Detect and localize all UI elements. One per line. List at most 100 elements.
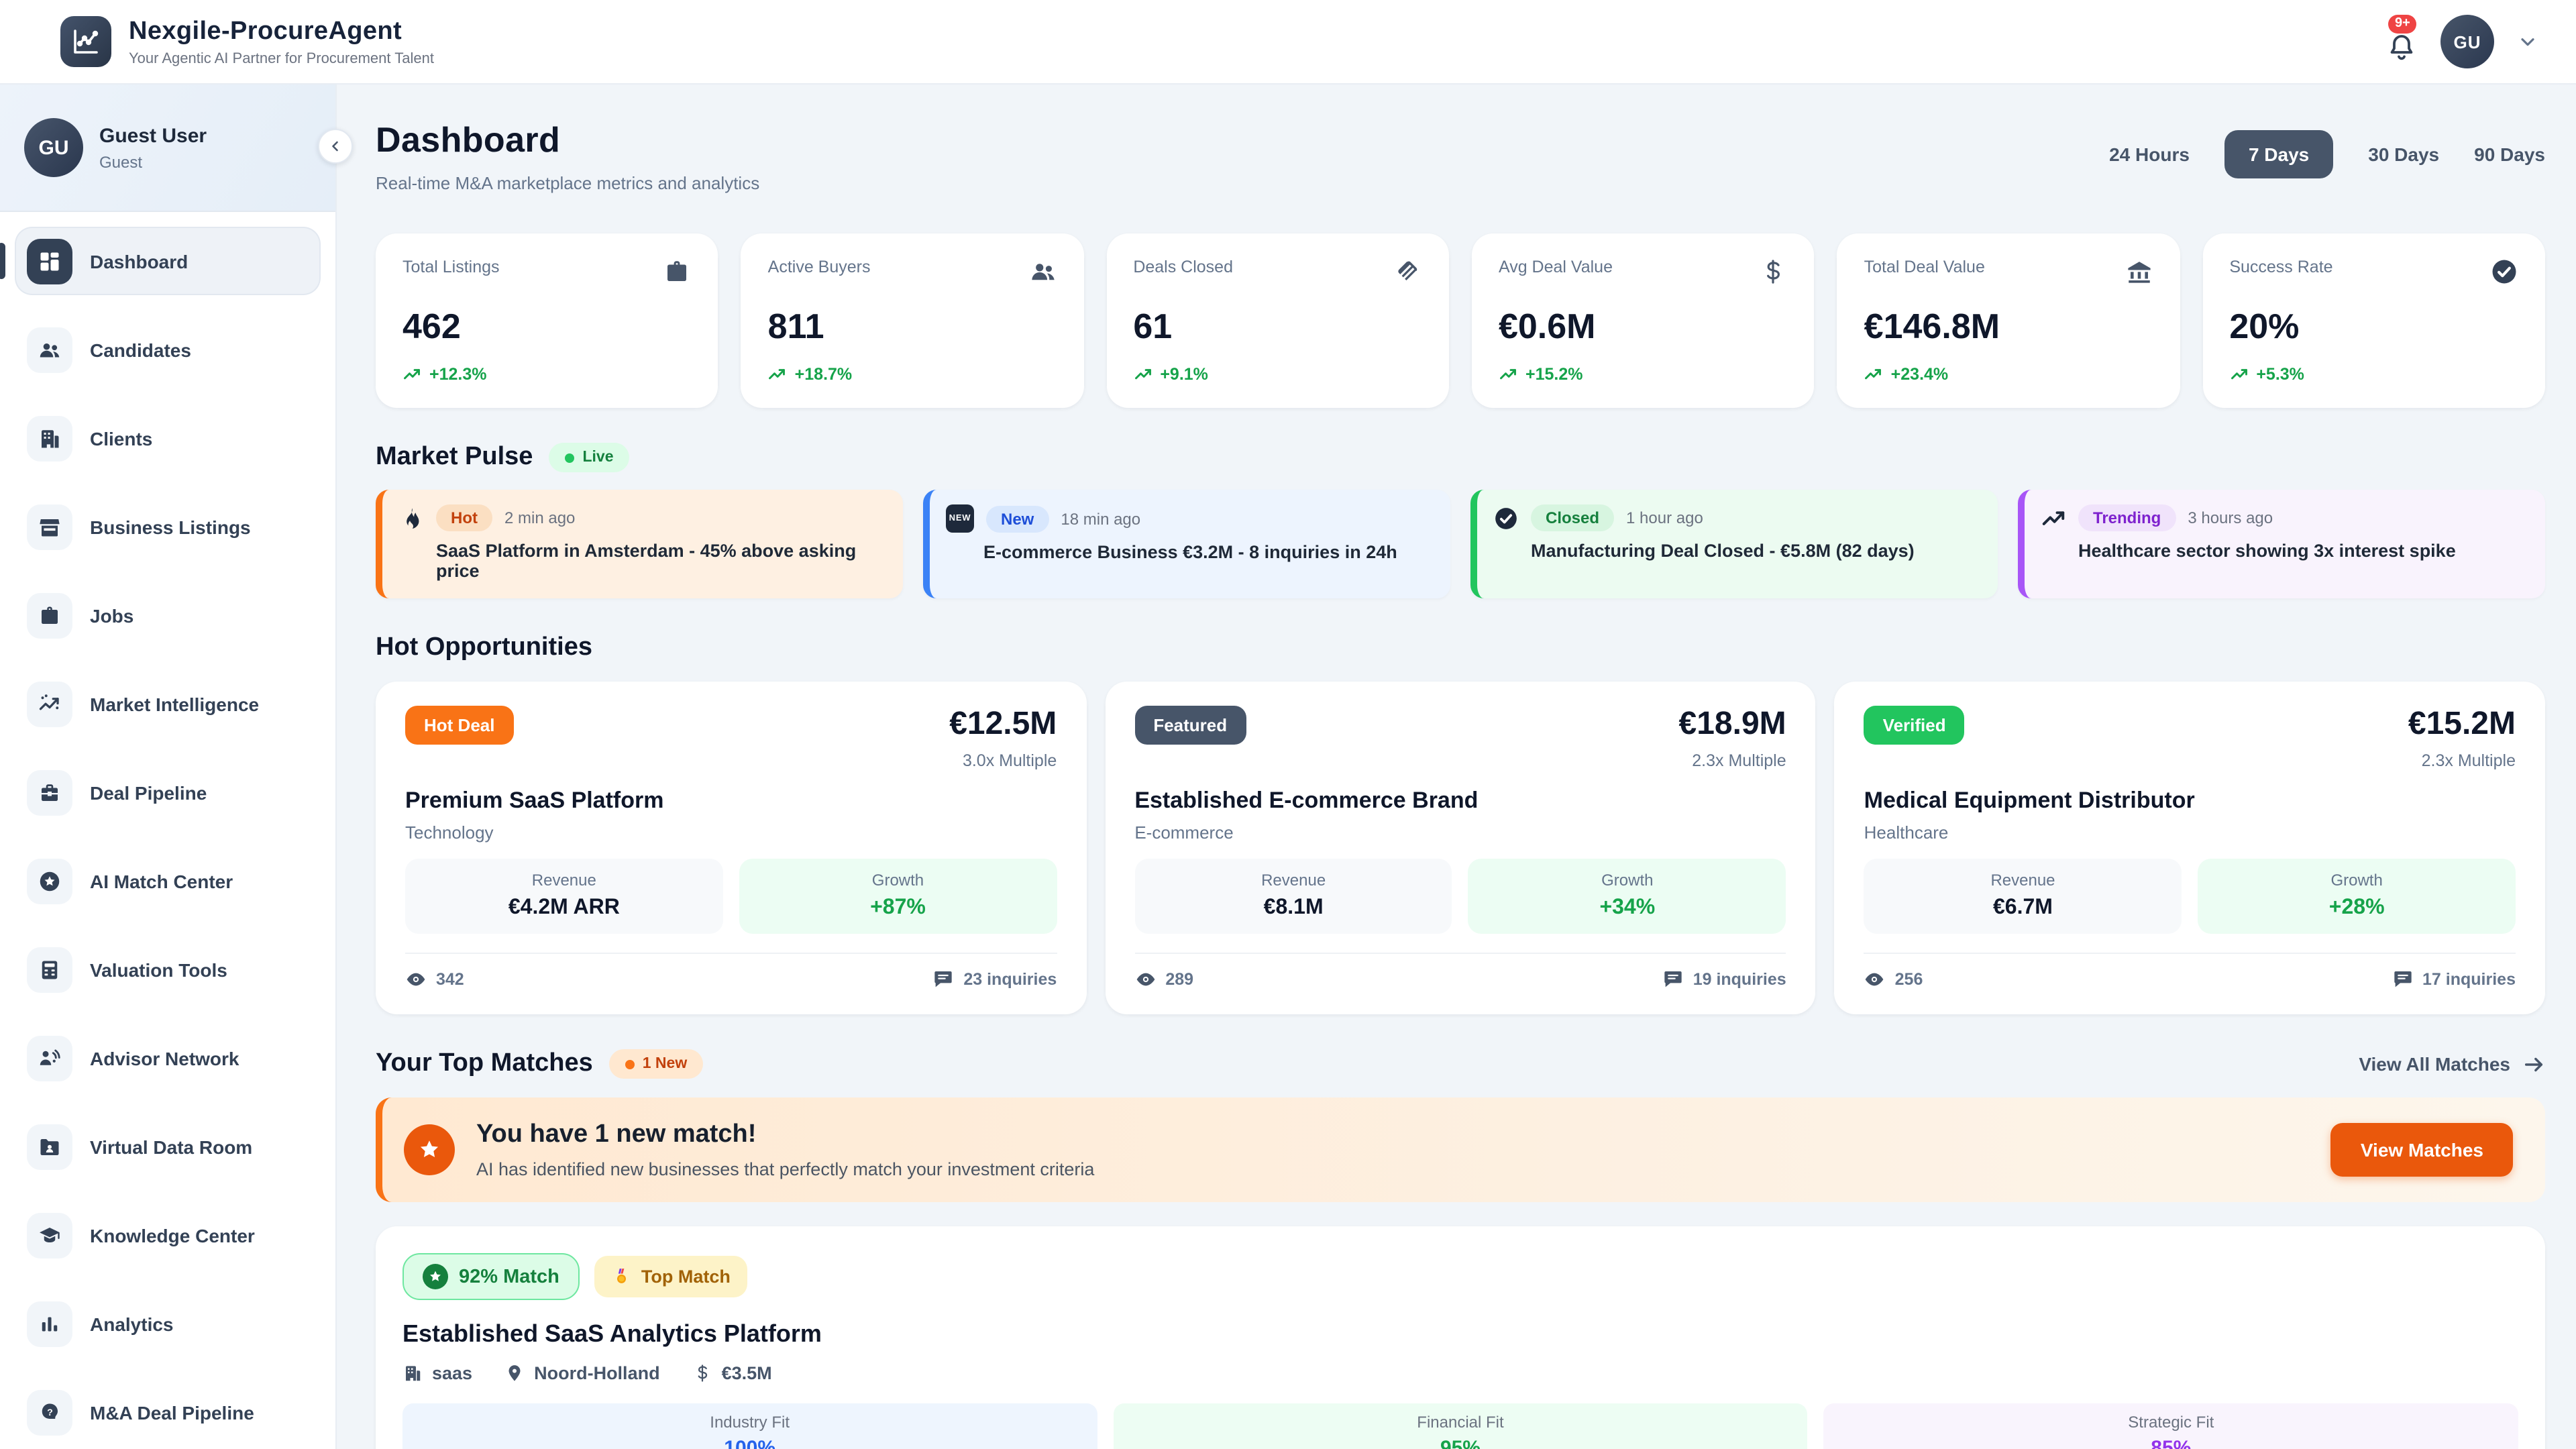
sidebar-user-card: GU Guest User Guest — [0, 85, 353, 212]
page-header: Dashboard Real-time M&A marketplace metr… — [376, 119, 2545, 193]
new-match-banner: You have 1 new match! AI has identified … — [376, 1097, 2545, 1202]
dollar-icon — [1760, 258, 1788, 286]
user-menu-button[interactable] — [2517, 31, 2538, 52]
sidebar-item-ai-match-center[interactable]: AI Match Center — [16, 848, 319, 914]
handshake-icon — [1394, 258, 1422, 286]
view-all-matches-link[interactable]: View All Matches — [2359, 1053, 2545, 1075]
stat-value: €146.8M — [1864, 306, 2000, 346]
sidebar-item-dashboard[interactable]: Dashboard — [0, 228, 319, 294]
svg-text:?: ? — [47, 1407, 53, 1417]
stat-label: Total Deal Value — [1864, 258, 1985, 276]
sidebar-item-label: Advisor Network — [90, 1047, 239, 1069]
divider — [1864, 953, 2516, 954]
stat-change: +23.4% — [1864, 365, 2153, 384]
location-pin-icon — [504, 1363, 525, 1383]
sidebar-item-knowledge-center[interactable]: Knowledge Center — [16, 1202, 319, 1268]
message-icon — [1662, 969, 1684, 990]
listing-sector: Technology — [405, 822, 494, 843]
toolbox-icon — [27, 769, 72, 815]
market-pulse-row: Hot 2 min ago SaaS Platform in Amsterdam… — [376, 490, 2545, 598]
range-24-hours[interactable]: 24 Hours — [2109, 144, 2190, 165]
growth-label: Growth — [2330, 871, 2383, 890]
sidebar-item-virtual-data-room[interactable]: Virtual Data Room — [16, 1114, 319, 1179]
live-dot-icon — [565, 453, 575, 462]
new-dot-icon — [625, 1059, 635, 1069]
range-30-days[interactable]: 30 Days — [2368, 144, 2440, 165]
views-count: 342 — [405, 969, 464, 990]
sidebar-item-candidates[interactable]: Candidates — [16, 317, 319, 382]
revenue-value: €4.2M ARR — [508, 896, 620, 919]
sidebar-item-valuation-tools[interactable]: Valuation Tools — [16, 936, 319, 1002]
growth-label: Growth — [1601, 871, 1654, 890]
listing-sector: E-commerce — [1134, 822, 1234, 843]
sidebar-item-deal-pipeline[interactable]: Deal Pipeline — [16, 759, 319, 825]
stat-label: Total Listings — [402, 258, 500, 276]
sidebar-item-market-intelligence[interactable]: Market Intelligence — [16, 671, 319, 737]
sidebar-item-label: Analytics — [90, 1313, 174, 1334]
sidebar-collapse-button[interactable] — [318, 129, 353, 164]
dollar-icon — [692, 1363, 712, 1383]
sidebar-user-role: Guest — [99, 152, 143, 171]
pulse-card-closed: Closed 1 hour ago Manufacturing Deal Clo… — [1470, 490, 1998, 598]
dashboard-grid-icon — [27, 238, 72, 284]
stat-label: Deals Closed — [1133, 258, 1233, 276]
advisor-waves-icon — [27, 1035, 72, 1081]
star-circle-icon — [423, 1264, 448, 1289]
listing-metrics: Revenue €4.2M ARR Growth +87% — [405, 859, 1057, 934]
stat-label: Active Buyers — [767, 258, 871, 276]
calculator-icon — [27, 947, 72, 992]
user-avatar[interactable]: GU — [2440, 15, 2494, 68]
views-count: 289 — [1134, 969, 1193, 990]
live-label: Live — [582, 449, 614, 466]
sidebar-item-advisor-network[interactable]: Advisor Network — [16, 1025, 319, 1091]
pulse-badge: Trending — [2078, 504, 2176, 531]
listing-name: Medical Equipment Distributor — [1864, 788, 2195, 813]
sidebar-item-label: Jobs — [90, 604, 134, 626]
sidebar-item-jobs[interactable]: Jobs — [16, 582, 319, 648]
range-90-days[interactable]: 90 Days — [2474, 144, 2545, 165]
match-meta: saas Noord-Holland €3.5M — [402, 1363, 2518, 1383]
match-card[interactable]: 92% Match Top Match Established SaaS Ana… — [376, 1226, 2545, 1449]
stat-card-total-listings: Total Listings 462 +12.3% — [376, 233, 718, 408]
bank-icon — [2125, 258, 2153, 286]
stat-change-value: +23.4% — [1890, 365, 1949, 384]
growth-value: +87% — [870, 896, 926, 919]
opportunity-card-premium-saas[interactable]: Hot Deal €12.5M 3.0x Multiple Premium Sa… — [376, 682, 1087, 1014]
revenue-value: €8.1M — [1263, 896, 1324, 919]
notification-count-badge: 9+ — [2388, 15, 2417, 34]
sidebar-item-business-listings[interactable]: Business Listings — [16, 494, 319, 559]
notifications-button[interactable]: 9+ — [2385, 15, 2418, 63]
stat-change-value: +9.1% — [1160, 365, 1208, 384]
pulse-text: Healthcare sector showing 3x interest sp… — [2078, 541, 2456, 561]
sidebar: GU Guest User Guest Dashboard Candidates… — [0, 85, 353, 1449]
topbar-actions: 9+ GU — [2385, 15, 2538, 68]
listing-name: Established E-commerce Brand — [1134, 788, 1479, 813]
stat-label: Avg Deal Value — [1498, 258, 1613, 276]
sidebar-item-analytics[interactable]: Analytics — [16, 1291, 319, 1356]
stat-change-value: +15.2% — [1525, 365, 1583, 384]
chevron-down-icon — [2517, 31, 2538, 52]
match-industry: saas — [402, 1363, 472, 1383]
arrow-right-icon — [2522, 1053, 2545, 1075]
asking-price: €15.2M — [2408, 706, 2516, 742]
one-new-badge: 1 New — [608, 1049, 704, 1079]
new-square-icon: NEW — [946, 504, 974, 533]
asking-price: €12.5M — [949, 706, 1057, 742]
stat-change: +18.7% — [768, 365, 1057, 384]
pulse-time: 18 min ago — [1061, 509, 1141, 528]
sidebar-item-clients[interactable]: Clients — [16, 405, 319, 471]
opportunity-card-medical-distributor[interactable]: Verified €15.2M 2.3x Multiple Medical Eq… — [1834, 682, 2545, 1014]
sidebar-nav: Dashboard Candidates Clients Business Li… — [0, 212, 335, 1449]
banner-subtitle: AI has identified new businesses that pe… — [476, 1159, 1095, 1179]
sidebar-item-ma-deal-pipeline[interactable]: ? M&A Deal Pipeline — [16, 1379, 319, 1445]
sidebar-item-label: Valuation Tools — [90, 959, 227, 980]
star-icon — [417, 1138, 441, 1162]
range-7-days[interactable]: 7 Days — [2224, 130, 2334, 178]
views-eye-icon — [1864, 969, 1886, 990]
view-matches-button[interactable]: View Matches — [2330, 1123, 2513, 1177]
price-block: €12.5M 3.0x Multiple — [949, 706, 1057, 770]
stat-card-deals-closed: Deals Closed 61 +9.1% — [1106, 233, 1449, 408]
listing-metrics: Revenue €6.7M Growth +28% — [1864, 859, 2516, 934]
page-title-block: Dashboard Real-time M&A marketplace metr… — [376, 119, 759, 193]
opportunity-card-ecommerce-brand[interactable]: Featured €18.9M 2.3x Multiple Establishe… — [1105, 682, 1816, 1014]
